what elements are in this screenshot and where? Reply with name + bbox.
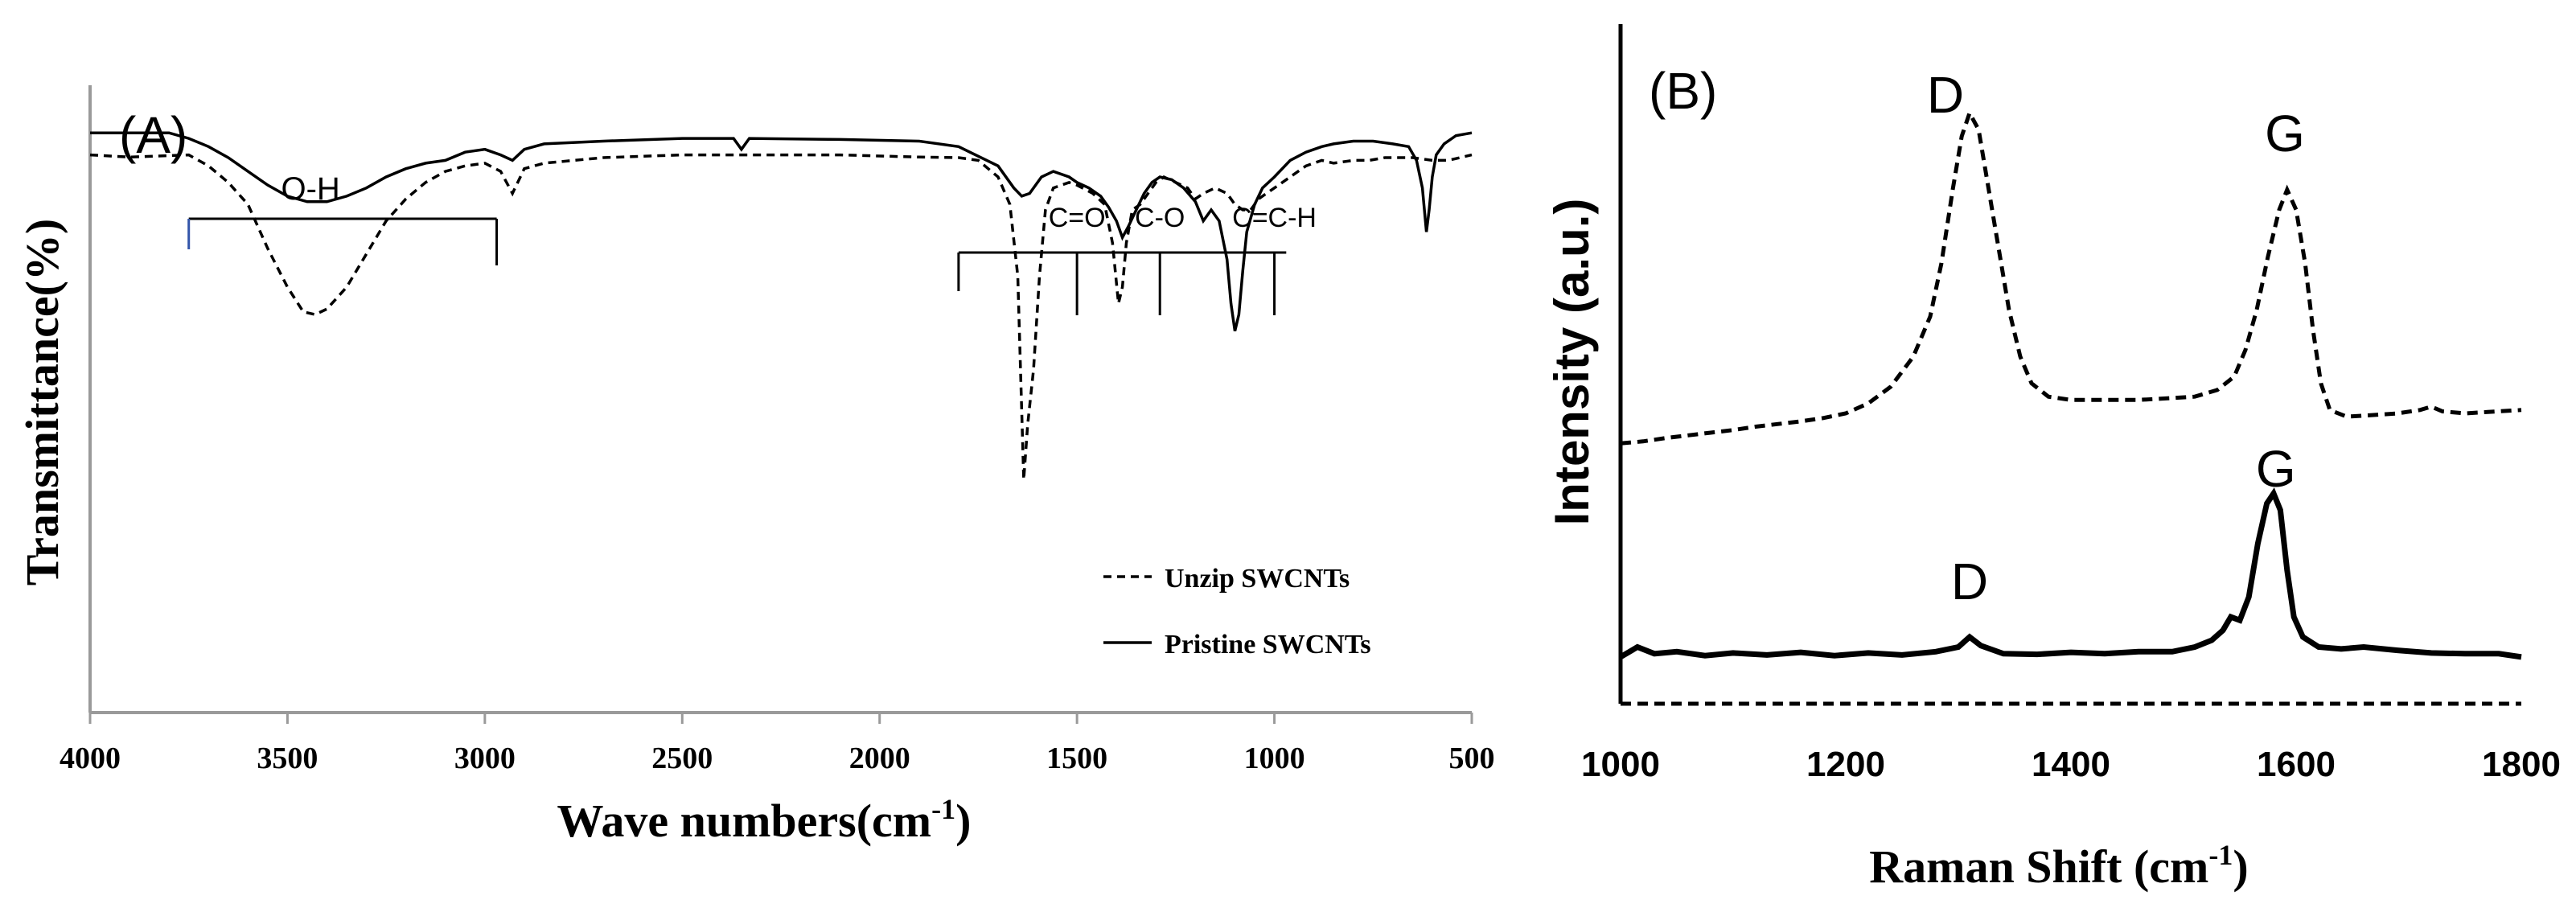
ftir-chart-panel: (A) 4000 3500 3000 2500 2000 1500 1000 500 O-H …: [16, 85, 1495, 847]
a-x-tick-label: 1000: [1244, 742, 1305, 775]
a-x-tick-label: 1500: [1046, 742, 1107, 775]
legend-label-unzip: Unzip SWCNTs: [1165, 564, 1350, 594]
peak-label-g-lower: G: [2256, 440, 2296, 498]
series-upper-raman: [1620, 108, 2522, 446]
legend: Unzip SWCNTs Pristine SWCNTs: [1103, 564, 1371, 659]
a-x-tick-label: 500: [1449, 742, 1495, 775]
b-x-tick-label: 1200: [1806, 745, 1885, 784]
b-x-tick-label: 1800: [2482, 745, 2561, 784]
a-tick-group: 4000 3500 3000 2500 2000 1500 1000 500: [60, 713, 1495, 775]
a-x-tick-label: 2000: [849, 742, 910, 775]
peak-label-d-lower: D: [1951, 553, 1988, 610]
b-x-tick-label: 1600: [2257, 745, 2336, 784]
a-x-tick-label: 2500: [651, 742, 713, 775]
c-o-annotation: C-O: [1135, 203, 1185, 233]
series-lower-raman: [1619, 487, 2522, 660]
peak-label-g-upper: G: [2265, 105, 2305, 162]
a-y-axis-label: Transmittance(%): [16, 219, 68, 585]
panel-b-label: (B): [1649, 62, 1717, 120]
legend-label-pristine: Pristine SWCNTs: [1165, 630, 1371, 659]
c-eq-o-annotation: C=O: [1049, 203, 1106, 233]
peak-label-d-upper: D: [1927, 66, 1964, 124]
c-eq-c-h-annotation: C=C-H: [1232, 203, 1317, 233]
b-x-axis-label: Raman Shift (cm-1): [1869, 839, 2248, 893]
a-x-tick-label: 4000: [60, 742, 121, 775]
b-x-tick-label: 1000: [1581, 745, 1660, 784]
series-pristine-swcnts: [90, 131, 1473, 332]
a-x-axis-label: Wave numbers(cm-1): [557, 793, 972, 847]
a-x-tick-label: 3500: [257, 742, 318, 775]
b-tick-group: 1000 1200 1400 1600 1800: [1581, 745, 2561, 784]
series-unzip-swcnts: [89, 153, 1473, 480]
functional-group-bracket: C=O C-O C=C-H: [957, 203, 1317, 315]
a-x-tick-label: 3000: [454, 742, 516, 775]
raman-chart-panel: (B) 1000 1200 1400 1600 1800 D G D G Intensi…: [1545, 24, 2561, 893]
b-x-tick-label: 1400: [2032, 745, 2110, 784]
b-y-axis-label: Intensity (a.u.): [1545, 199, 1599, 526]
